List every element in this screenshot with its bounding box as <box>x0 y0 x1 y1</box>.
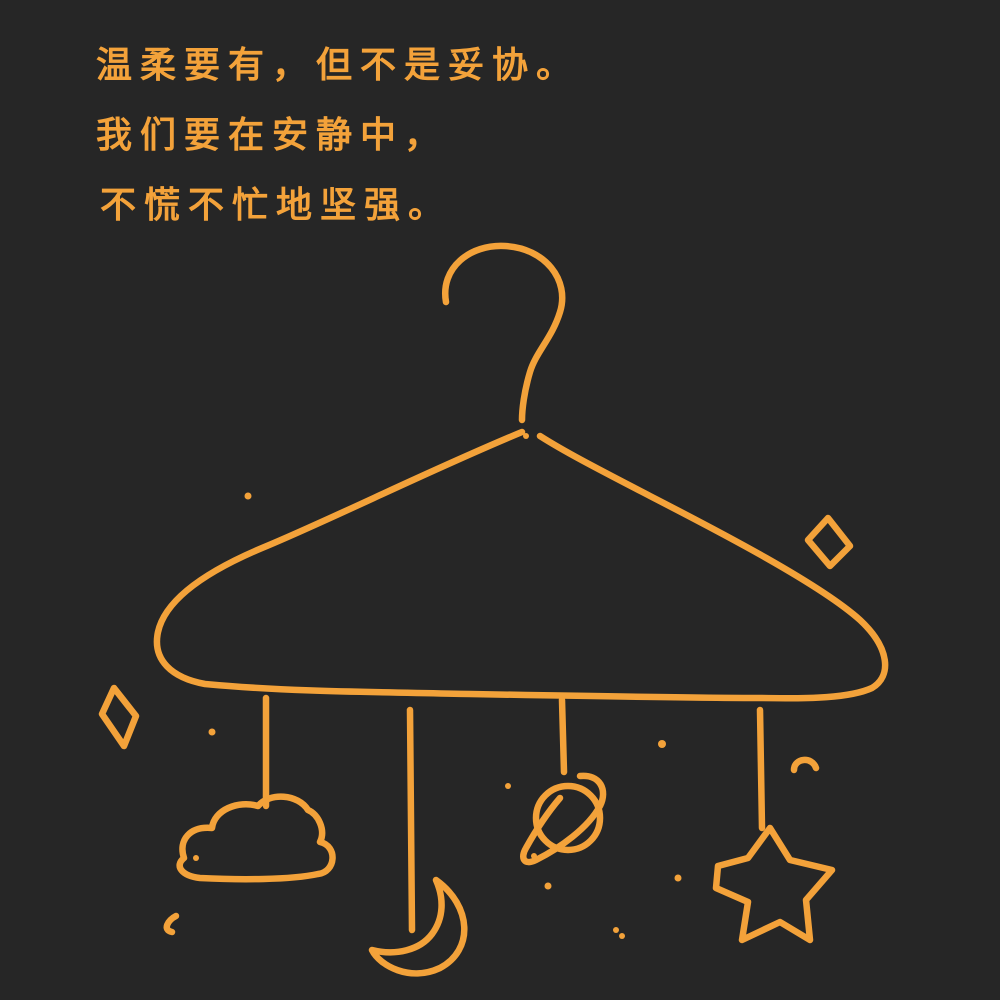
string-star <box>756 706 766 832</box>
planet-icon <box>532 782 604 854</box>
quote-line-1: 温柔要有，但不是妥协。 <box>96 44 581 86</box>
quote-text: 温柔要有，但不是妥协。 我们要在安静中， 不慌不忙地坚强。 <box>96 30 580 240</box>
sparkle-icon <box>98 684 140 750</box>
planet-ring <box>520 772 607 866</box>
star-icon <box>712 824 836 944</box>
string-planet <box>558 696 568 776</box>
hanger-hook <box>441 242 566 424</box>
sparkle-icon <box>804 514 854 570</box>
swirl-icon <box>790 756 820 774</box>
quote-line-3: 不慌不忙地坚强。 <box>100 184 453 226</box>
quote-line-2: 我们要在安静中， <box>96 114 449 156</box>
moon-icon <box>368 876 468 977</box>
cloud-icon <box>176 793 336 883</box>
swirl-icon <box>163 912 180 936</box>
string-moon <box>406 706 416 934</box>
dot-icon <box>193 433 682 939</box>
hanger-body <box>153 428 889 702</box>
